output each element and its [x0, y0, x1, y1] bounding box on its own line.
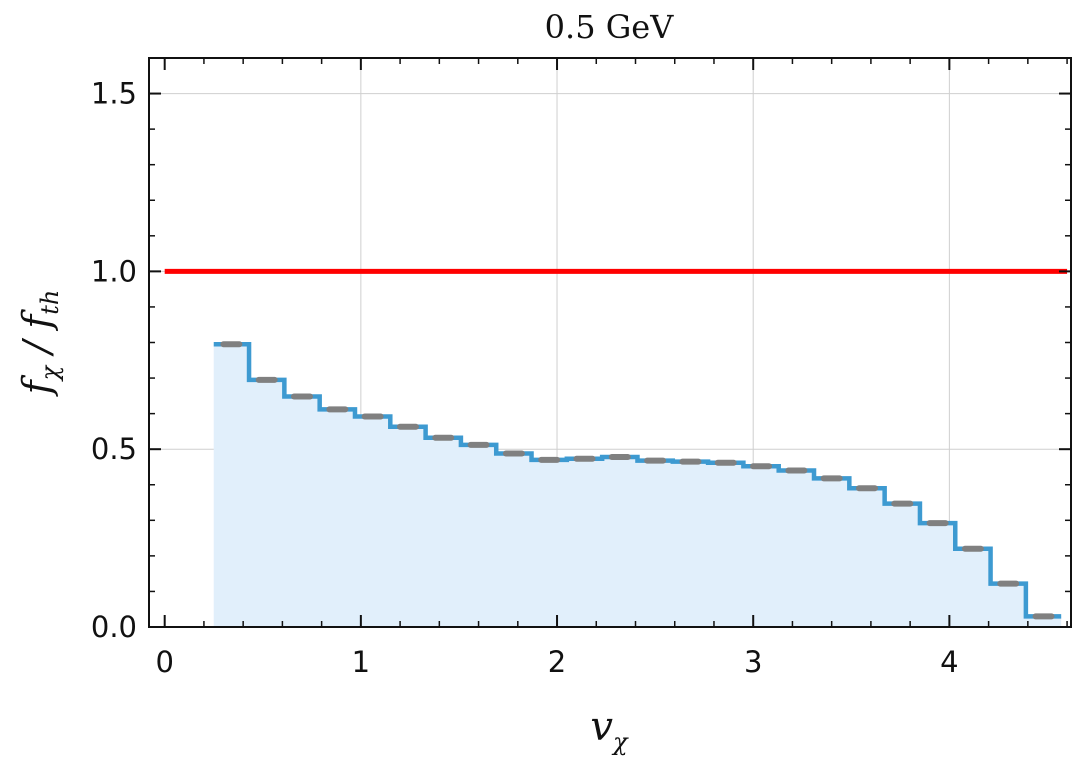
y-axis-label-s1: χ [36, 364, 64, 382]
tick-labels: 0 1 2 3 4 0.0 0.5 1.0 1.5 [91, 77, 959, 679]
y-tick-label: 1.0 [91, 254, 137, 288]
histogram-step-group [213, 342, 1062, 619]
x-axis-label-sub: χ [611, 728, 629, 756]
x-tick-label: 4 [940, 645, 958, 679]
y-axis-label: fχ / fth [15, 290, 64, 398]
x-tick-label: 3 [744, 645, 762, 679]
y-axis-label-slash: / [15, 329, 59, 366]
histogram-fill [213, 344, 1062, 627]
y-axis-label-s2: th [36, 290, 64, 315]
x-axis-label: vχ [590, 704, 629, 756]
chart-title: 0.5 GeV [545, 8, 675, 46]
y-tick-label: 0.0 [91, 610, 137, 644]
y-tick-label: 0.5 [91, 432, 137, 466]
y-tick-label: 1.5 [91, 77, 137, 111]
bin-markers [220, 341, 1055, 620]
histogram-step-line [213, 342, 1062, 619]
axis-ticks [149, 58, 1071, 628]
x-tick-label: 1 [352, 645, 370, 679]
histogram-area [213, 344, 1062, 627]
x-tick-label: 2 [548, 645, 566, 679]
x-tick-label: 0 [155, 645, 173, 679]
x-axis-label-main: v [590, 704, 613, 750]
